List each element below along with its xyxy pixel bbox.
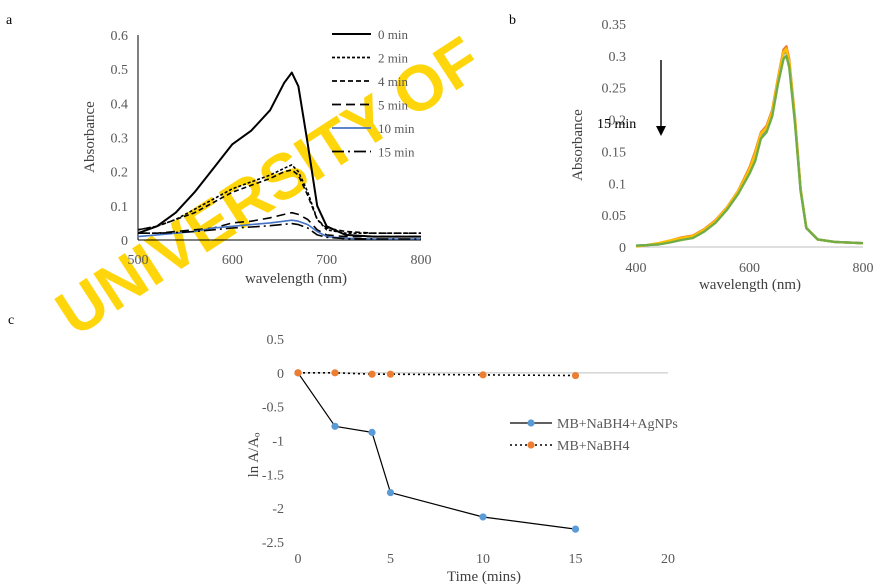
legend-label: 4 min bbox=[378, 74, 408, 89]
legend-label: MB+NaBH4+AgNPs bbox=[557, 417, 678, 432]
series-line-2 bbox=[636, 51, 863, 245]
x-tick-label: 800 bbox=[853, 261, 874, 276]
legend-label: 0 min bbox=[378, 27, 408, 42]
y-tick-label: 0.5 bbox=[111, 63, 129, 78]
panel-a-xlabel: wavelength (nm) bbox=[245, 271, 347, 287]
panel-b-label: b bbox=[509, 13, 516, 28]
x-tick-label: 400 bbox=[626, 261, 647, 276]
series-line-3 bbox=[636, 49, 863, 247]
y-tick-label: 0.4 bbox=[111, 97, 129, 112]
x-tick-label: 0 bbox=[295, 552, 302, 567]
y-tick-label: 0.3 bbox=[111, 132, 129, 147]
data-point bbox=[387, 489, 394, 496]
legend-label: 2 min bbox=[378, 51, 408, 66]
y-tick-label: -1 bbox=[272, 435, 284, 450]
y-tick-label: 0.05 bbox=[602, 209, 627, 224]
y-tick-label: 0.3 bbox=[609, 50, 627, 65]
x-tick-label: 600 bbox=[222, 253, 243, 268]
data-point bbox=[479, 513, 486, 520]
data-point bbox=[331, 423, 338, 430]
panel-a-ylabel: Absorbance bbox=[82, 101, 98, 173]
x-tick-label: 15 bbox=[569, 552, 583, 567]
series-line-0 bbox=[636, 50, 863, 246]
panel-b-arrow-head bbox=[656, 126, 666, 136]
y-tick-label: -2 bbox=[272, 502, 284, 517]
panel-a-label: a bbox=[6, 13, 13, 28]
y-tick-label: -0.5 bbox=[262, 401, 284, 416]
y-tick-label: 0.25 bbox=[602, 82, 627, 97]
panel-b-series bbox=[636, 46, 863, 246]
panel-b-ylabel: Absorbance bbox=[570, 109, 586, 181]
panel-c-ylabel: ln A/Aₒ bbox=[246, 432, 262, 477]
x-tick-label: 800 bbox=[411, 253, 432, 268]
y-tick-label: 0 bbox=[121, 234, 128, 249]
y-tick-label: 0 bbox=[277, 367, 284, 382]
panel-b-xlabel: wavelength (nm) bbox=[699, 277, 801, 293]
x-tick-label: 500 bbox=[128, 253, 149, 268]
series-line-4 bbox=[636, 56, 863, 246]
series-line-0 bbox=[298, 373, 576, 529]
series-line-1 bbox=[636, 46, 863, 246]
panel-c-label: c bbox=[8, 313, 14, 328]
panel-c-series bbox=[294, 369, 579, 533]
legend-label: 10 min bbox=[378, 121, 415, 136]
data-point bbox=[331, 369, 338, 376]
y-tick-label: -2.5 bbox=[262, 536, 284, 551]
x-tick-label: 5 bbox=[387, 552, 394, 567]
panel-c-xlabel: Time (mins) bbox=[447, 569, 521, 585]
data-point bbox=[368, 371, 375, 378]
data-point bbox=[368, 429, 375, 436]
legend-marker bbox=[527, 419, 534, 426]
y-tick-label: 0.15 bbox=[602, 145, 627, 160]
legend-marker bbox=[527, 441, 534, 448]
data-point bbox=[294, 369, 301, 376]
y-tick-label: 0.2 bbox=[111, 166, 129, 181]
y-tick-label: 0.35 bbox=[602, 18, 627, 33]
x-tick-label: 10 bbox=[476, 552, 490, 567]
data-point bbox=[387, 371, 394, 378]
y-tick-label: 0.6 bbox=[111, 29, 129, 44]
panel-b-annotation: 15 min bbox=[597, 117, 636, 132]
data-point bbox=[572, 526, 579, 533]
y-tick-label: 0.1 bbox=[111, 200, 129, 215]
legend-label: MB+NaBH4 bbox=[557, 439, 629, 454]
y-tick-label: 0.5 bbox=[267, 333, 285, 348]
x-tick-label: 700 bbox=[316, 253, 337, 268]
x-tick-label: 20 bbox=[661, 552, 675, 567]
panel-c: c 0 5 10 15 20 0.5 0 -0.5 -1 -1.5 -2 -2.5 MB+NaBH4+… bbox=[8, 313, 678, 585]
y-tick-label: 0 bbox=[619, 241, 626, 256]
y-tick-label: 0.1 bbox=[609, 177, 627, 192]
legend-label: 15 min bbox=[378, 145, 415, 160]
data-point bbox=[572, 372, 579, 379]
legend-label: 5 min bbox=[378, 98, 408, 113]
data-point bbox=[479, 371, 486, 378]
x-tick-label: 600 bbox=[739, 261, 760, 276]
y-tick-label: -1.5 bbox=[262, 468, 284, 483]
panel-c-legend: MB+NaBH4+AgNPs MB+NaBH4 bbox=[510, 417, 678, 454]
